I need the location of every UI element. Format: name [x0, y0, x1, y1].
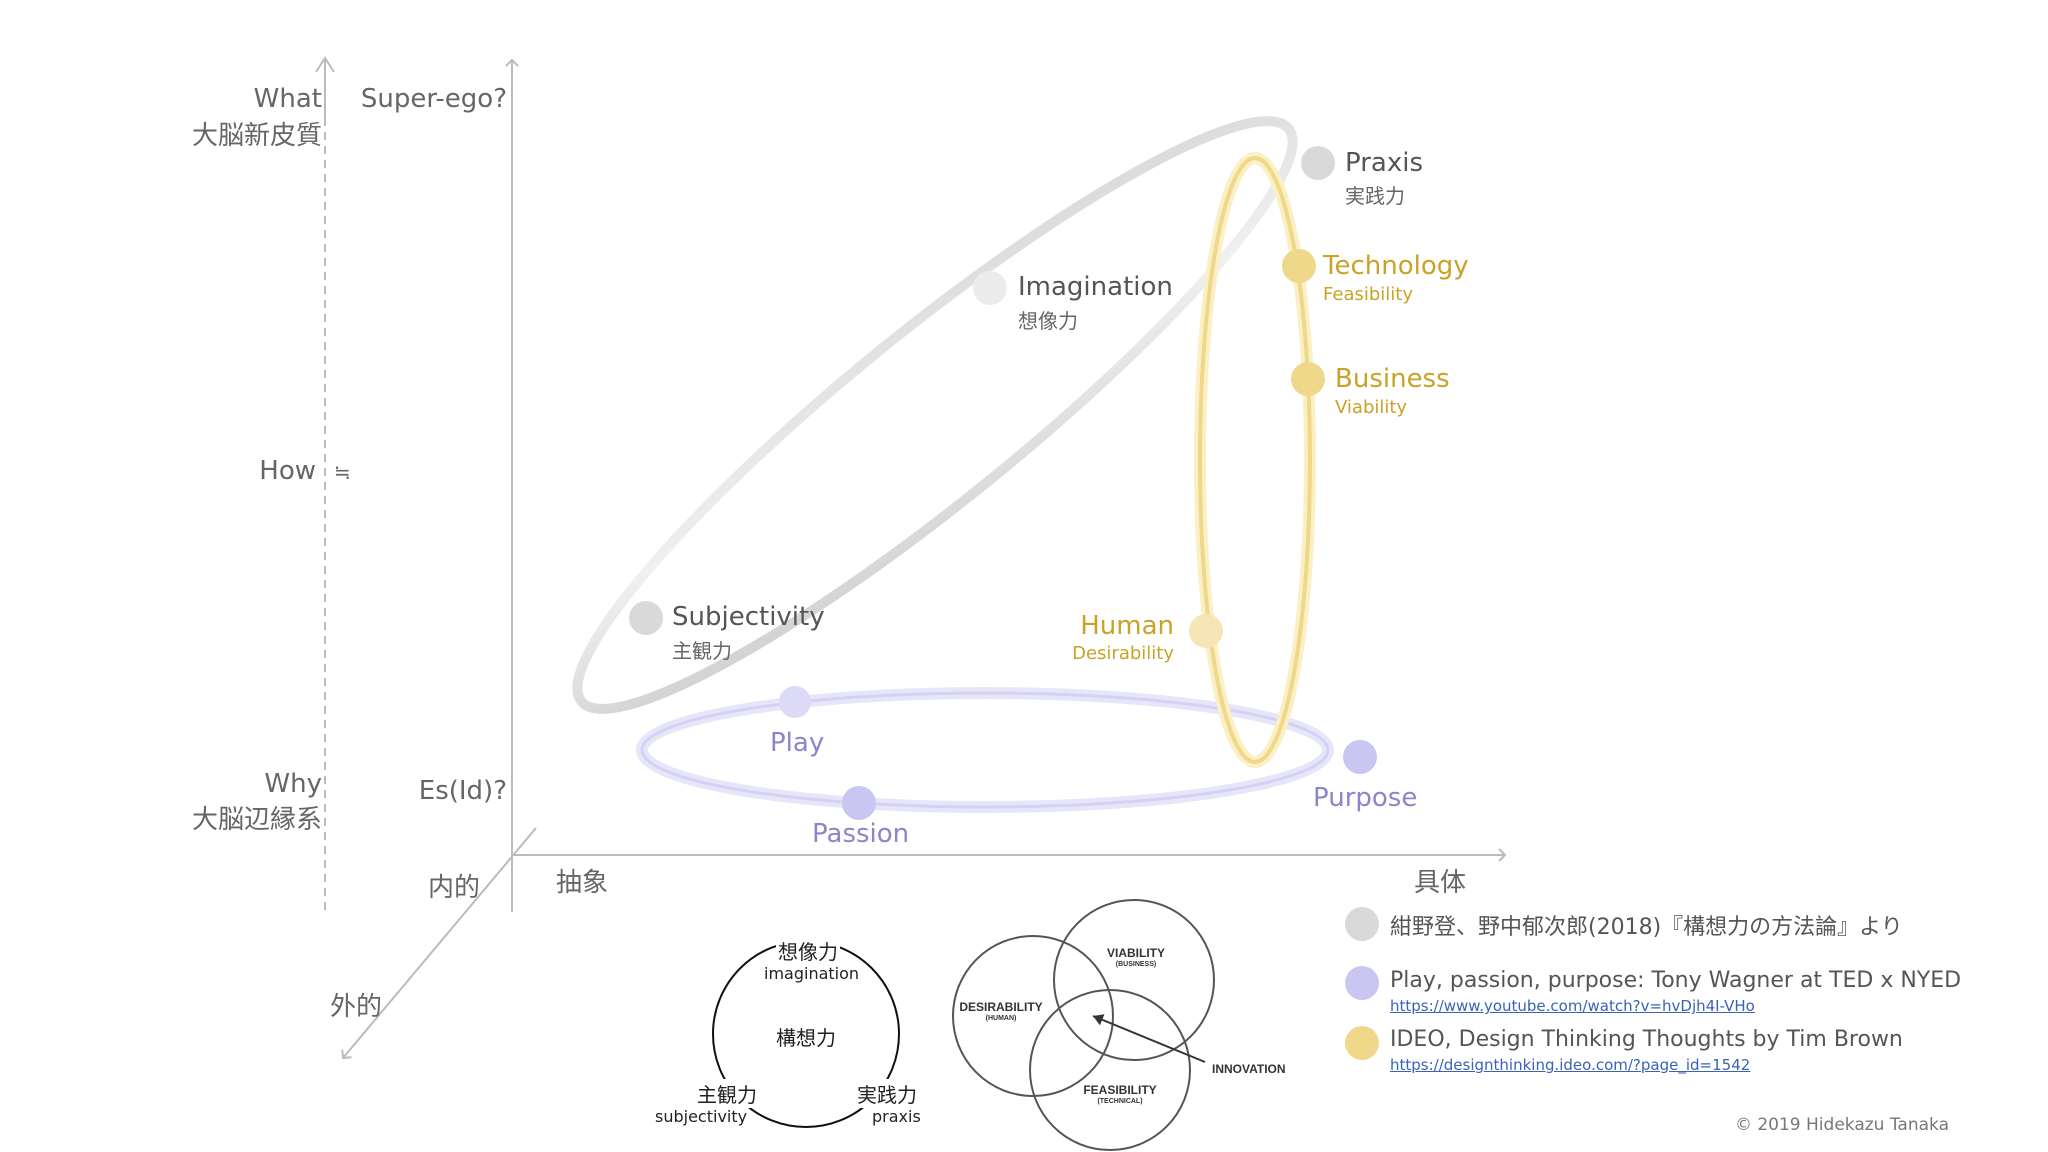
- axis-abstract-label: 抽象: [556, 868, 609, 898]
- imagination-jp-label: 想像力: [1018, 309, 1078, 333]
- triad-top-en: imagination: [762, 964, 862, 983]
- left-axis-arrowhead: [315, 56, 335, 73]
- gold-ring: [1198, 156, 1312, 764]
- technology-label: Technology: [1323, 251, 1469, 281]
- legend-purple-link[interactable]: https://www.youtube.com/watch?v=hvDjh4I-…: [1390, 997, 1755, 1015]
- venn-feasibility-sub: (TECHNICAL): [1097, 1098, 1143, 1105]
- node-purpose: [1343, 740, 1377, 774]
- human-label: Human: [1080, 611, 1174, 641]
- legend-gold-text: IDEO, Design Thinking Thoughts by Tim Br…: [1390, 1027, 1903, 1052]
- diagonal-axis: [341, 827, 537, 1060]
- praxis-jp-label: 実践力: [1345, 184, 1405, 208]
- legend-dot-gray: [1345, 907, 1379, 941]
- left-how-en: How: [259, 456, 316, 486]
- legend-gray-text: 紺野登、野中郁次郎(2018)『構想力の方法論』より: [1390, 915, 1903, 940]
- venn-desirability-sub: (HUMAN): [985, 1015, 1017, 1022]
- triad-right-jp: 実践力: [855, 1079, 919, 1108]
- triad-left-en: subjectivity: [655, 1107, 748, 1126]
- node-play: [779, 686, 811, 718]
- play-label: Play: [770, 728, 825, 758]
- subjectivity-label: Subjectivity: [672, 602, 825, 632]
- legend-gold-link[interactable]: https://designthinking.ideo.com/?page_id…: [1390, 1056, 1751, 1074]
- axis-origin-label: 内的: [428, 873, 481, 903]
- legend-purple-text: Play, passion, purpose: Tony Wagner at T…: [1390, 968, 1962, 993]
- business-label: Business: [1335, 364, 1450, 394]
- triad-left-jp: 主観力: [695, 1079, 759, 1108]
- legend-dot-purple: [1345, 966, 1379, 1000]
- copyright: © 2019 Hidekazu Tanaka: [1734, 1115, 1949, 1135]
- node-imagination: [973, 271, 1007, 305]
- venn-circle-feasibility: [1029, 989, 1191, 1151]
- node-technology: [1282, 249, 1316, 283]
- left-why-jp: 大脳辺縁系: [191, 805, 322, 835]
- node-human: [1189, 614, 1223, 648]
- venn-feasibility-label: FEASIBILITY: [1083, 1083, 1157, 1097]
- subjectivity-jp-label: 主観力: [672, 639, 732, 663]
- venn-circle-viability: [1053, 899, 1215, 1061]
- venn-desirability-label: DESIRABILITY: [959, 1000, 1043, 1014]
- left-why-en: Why: [264, 769, 322, 799]
- node-business: [1291, 362, 1325, 396]
- imagination-label: Imagination: [1018, 272, 1173, 302]
- gray-ring: [572, 116, 1298, 714]
- purpose-label: Purpose: [1313, 783, 1418, 813]
- venn-circle-desirability: [952, 935, 1114, 1097]
- axis-bottom-label: Es(Id)?: [418, 776, 507, 806]
- left-how-symbol: ≒: [334, 460, 351, 484]
- human-sub-label: Desirability: [1072, 643, 1174, 664]
- purple-ring-inner: [640, 691, 1330, 809]
- technology-sub-label: Feasibility: [1323, 284, 1413, 305]
- venn-viability-sub: (BUSINESS): [1115, 961, 1157, 968]
- praxis-label: Praxis: [1345, 148, 1423, 178]
- triad-top-jp: 想像力: [776, 936, 840, 965]
- business-sub-label: Viability: [1335, 397, 1408, 418]
- axis-outer-label: 外的: [330, 992, 383, 1022]
- left-what-en: What: [253, 84, 322, 114]
- triad-right-en: praxis: [872, 1107, 921, 1126]
- innovation-arrow: [1092, 1014, 1206, 1063]
- venn-innovation-label: INNOVATION: [1212, 1062, 1286, 1076]
- legend-dot-gold: [1345, 1026, 1379, 1060]
- node-subjectivity: [629, 601, 663, 635]
- axis-concrete-label: 具体: [1414, 868, 1467, 898]
- node-passion: [842, 786, 876, 820]
- left-what-jp: 大脳新皮質: [191, 121, 322, 151]
- passion-label: Passion: [812, 819, 910, 849]
- node-praxis: [1301, 146, 1335, 180]
- venn-viability-label: VIABILITY: [1106, 946, 1165, 960]
- axis-top-label: Super-ego?: [360, 84, 507, 114]
- triad-center: 構想力: [776, 1026, 836, 1050]
